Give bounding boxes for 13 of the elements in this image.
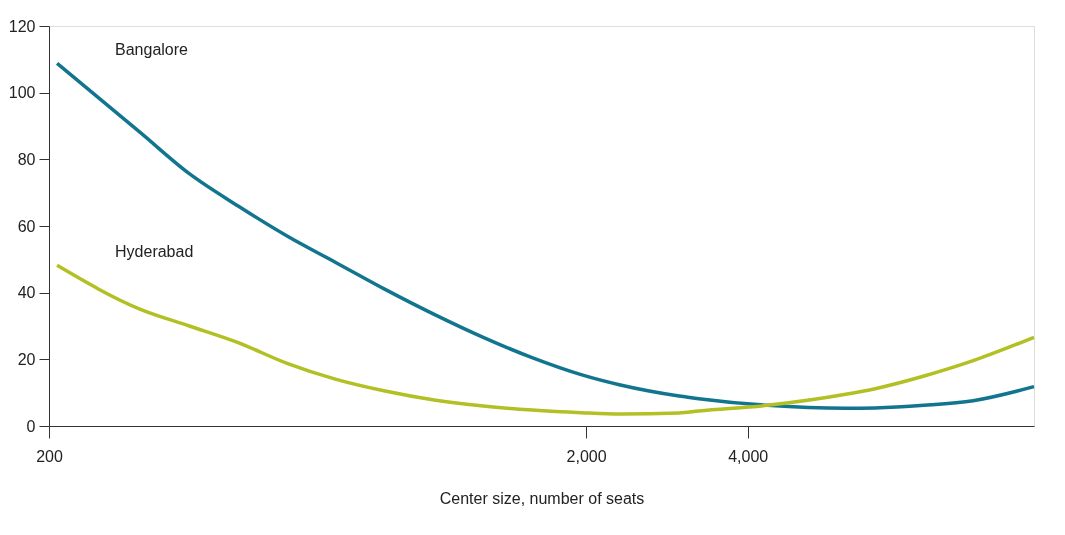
- y-tick-label: 20: [17, 350, 36, 368]
- y-tick-label: 120: [8, 17, 36, 35]
- text: Hyderabad: [115, 243, 194, 261]
- x-tick-label: 2,000: [566, 447, 607, 465]
- y-tick-label: 100: [8, 84, 36, 102]
- y-tick-label: 60: [17, 217, 36, 235]
- x-tick-label: 4,000: [728, 447, 769, 465]
- x-tick-label: 200: [36, 447, 63, 465]
- y-tick-label: 80: [17, 150, 36, 168]
- y-tick-label: 0: [26, 417, 36, 435]
- text: Bangalore: [115, 41, 189, 59]
- y-tick-label: 40: [17, 284, 36, 302]
- x-axis-title: Center size, number of seats: [439, 489, 645, 507]
